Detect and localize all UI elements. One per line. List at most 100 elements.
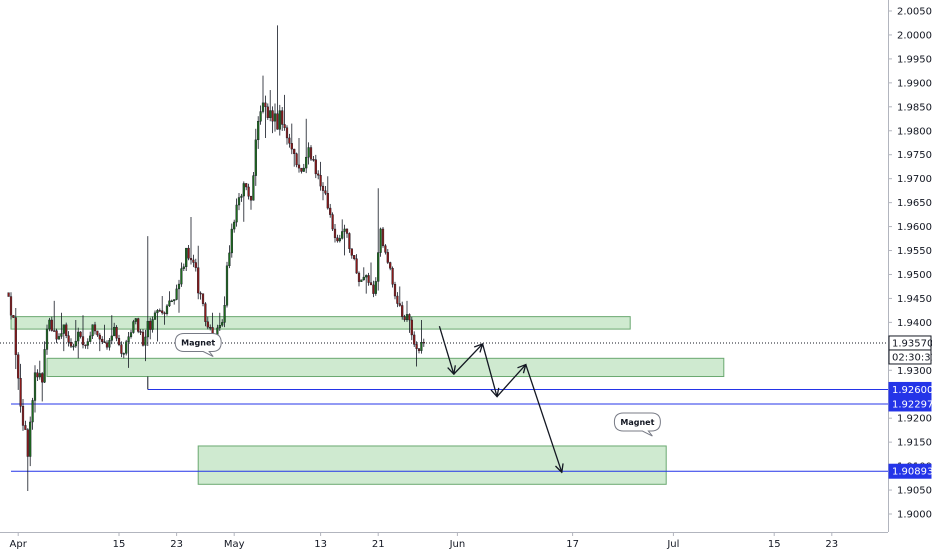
x-tick-label: 15 xyxy=(113,539,126,550)
y-tick-label: 1.98000 xyxy=(897,126,932,137)
magnet-callout-label: Magnet xyxy=(620,418,654,427)
candle-body xyxy=(69,341,73,347)
candle-body xyxy=(149,320,152,330)
candle-body xyxy=(348,233,351,249)
x-axis-ticks: Apr 15 23 May 13 21 Jun 17 Jul 15 23 xyxy=(10,532,838,550)
countdown-tag-text: 02:30:31 xyxy=(892,352,932,363)
candle-body xyxy=(345,228,349,234)
candle-body xyxy=(19,378,22,407)
candle-body xyxy=(319,175,322,187)
candle-body xyxy=(206,321,209,328)
callouts: Magnet Magnet xyxy=(174,333,661,437)
candle-body xyxy=(185,247,188,268)
projection-arrow xyxy=(525,364,562,473)
candle-body xyxy=(89,335,92,342)
candle-body xyxy=(170,300,173,303)
candle-body xyxy=(7,292,10,297)
candle-body xyxy=(204,303,207,322)
price-line-tag: 1.92600 xyxy=(888,381,932,397)
candle-body xyxy=(151,319,154,330)
candle-body xyxy=(194,262,197,268)
candle-body xyxy=(410,319,413,336)
candle-body xyxy=(405,314,409,321)
candle-body xyxy=(146,320,149,338)
candle-body xyxy=(271,110,274,122)
candle-body xyxy=(33,372,37,401)
candle-body xyxy=(367,275,370,283)
candle-body xyxy=(103,341,106,344)
candle-body xyxy=(245,183,248,188)
candle-body xyxy=(297,164,301,169)
candle-body xyxy=(417,348,421,351)
y-tick-label: 1.99500 xyxy=(897,54,932,65)
candle-body xyxy=(398,303,401,306)
candle-body xyxy=(237,197,241,206)
x-tick-label: Jun xyxy=(449,539,466,550)
candle-body xyxy=(300,167,303,172)
projection-arrow xyxy=(438,326,453,374)
candle-body xyxy=(389,262,392,269)
candle-body xyxy=(393,284,397,297)
candle-body xyxy=(134,318,137,322)
candle-body xyxy=(381,228,385,246)
candle-body xyxy=(235,204,238,223)
candle-body xyxy=(132,321,135,333)
candle-body xyxy=(158,310,161,312)
candle-body xyxy=(353,255,356,259)
candle-body xyxy=(357,272,361,282)
candle-body xyxy=(24,425,27,430)
candle-body xyxy=(120,344,123,354)
candle-body xyxy=(242,183,245,197)
candle-body xyxy=(96,330,99,336)
x-tick-label: 21 xyxy=(372,539,385,550)
candle-body xyxy=(110,335,113,341)
y-tick-label: 1.96000 xyxy=(897,222,932,233)
candle-body xyxy=(173,299,176,302)
candle-body xyxy=(312,159,315,161)
candle-body xyxy=(168,300,171,307)
candle-body xyxy=(269,110,272,118)
candle-body xyxy=(290,143,293,150)
y-tick-label: 1.90500 xyxy=(897,486,932,497)
candle-body xyxy=(141,331,145,346)
candle-body xyxy=(379,228,382,253)
candle-body xyxy=(38,373,41,378)
y-tick-label: 1.91500 xyxy=(897,438,932,449)
y-tick-label: 1.99000 xyxy=(897,78,932,89)
candle-body xyxy=(374,281,377,294)
current-price-tag: 1.93570 xyxy=(888,335,932,351)
axes xyxy=(0,0,889,533)
candle-body xyxy=(377,252,380,282)
candle-body xyxy=(98,334,101,340)
candle-body xyxy=(12,315,15,318)
x-tick-label: May xyxy=(224,539,245,550)
candle-body xyxy=(252,175,255,201)
candle-body xyxy=(221,322,224,326)
candle-body xyxy=(189,257,193,261)
candle-body xyxy=(199,292,202,295)
candle-body xyxy=(331,214,334,230)
y-tick-label: 1.95500 xyxy=(897,246,932,257)
candle-body xyxy=(175,288,178,300)
candle-body xyxy=(403,316,406,321)
candle-body xyxy=(55,330,58,340)
y-tick-label: 1.96500 xyxy=(897,198,932,209)
candle-body xyxy=(223,305,226,323)
candle-body xyxy=(230,228,233,254)
candle-body xyxy=(48,319,51,330)
candle-body xyxy=(60,333,63,337)
candle-body xyxy=(45,328,49,350)
price-line-tag-text: 1.90893 xyxy=(892,467,932,478)
x-tick-label: Apr xyxy=(10,539,28,550)
candle-body xyxy=(341,231,344,239)
candle-body xyxy=(77,331,80,342)
candle-body xyxy=(84,344,87,347)
y-tick-label: 1.90000 xyxy=(897,510,932,521)
candle-body xyxy=(117,337,121,345)
candle-body xyxy=(62,324,65,334)
y-tick-label: 1.97000 xyxy=(897,174,932,185)
candle-body xyxy=(257,120,260,141)
candle-body xyxy=(91,324,94,337)
candle-body xyxy=(355,258,358,274)
